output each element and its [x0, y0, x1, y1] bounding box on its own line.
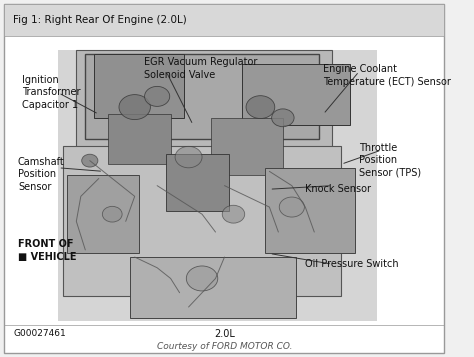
Circle shape: [145, 86, 170, 106]
FancyBboxPatch shape: [76, 50, 332, 182]
Circle shape: [222, 205, 245, 223]
Text: Knock Sensor: Knock Sensor: [305, 184, 371, 194]
Circle shape: [119, 95, 150, 120]
FancyBboxPatch shape: [58, 50, 377, 321]
Text: G00027461: G00027461: [13, 329, 66, 338]
Text: Camshaft
Position
Sensor: Camshaft Position Sensor: [18, 157, 65, 192]
Text: Fig 1: Right Rear Of Engine (2.0L): Fig 1: Right Rear Of Engine (2.0L): [13, 15, 187, 25]
FancyBboxPatch shape: [94, 54, 184, 118]
Text: Throttle
Position
Sensor (TPS): Throttle Position Sensor (TPS): [359, 143, 421, 177]
FancyBboxPatch shape: [4, 4, 445, 36]
FancyBboxPatch shape: [85, 54, 319, 139]
Text: EGR Vacuum Regulator
Solenoid Valve: EGR Vacuum Regulator Solenoid Valve: [144, 57, 257, 80]
Text: 2.0L: 2.0L: [214, 329, 235, 339]
Circle shape: [246, 96, 275, 119]
FancyBboxPatch shape: [4, 4, 445, 353]
FancyBboxPatch shape: [166, 154, 229, 211]
FancyBboxPatch shape: [242, 64, 350, 125]
Text: Ignition
Transformer
Capacitor 1: Ignition Transformer Capacitor 1: [22, 75, 81, 110]
Text: Engine Coolant
Temperature (ECT) Sensor: Engine Coolant Temperature (ECT) Sensor: [323, 64, 451, 87]
Text: Oil Pressure Switch: Oil Pressure Switch: [305, 259, 399, 269]
FancyBboxPatch shape: [211, 118, 283, 175]
Text: Courtesy of FORD MOTOR CO.: Courtesy of FORD MOTOR CO.: [157, 342, 292, 351]
FancyBboxPatch shape: [130, 257, 296, 318]
Circle shape: [279, 197, 304, 217]
Circle shape: [102, 206, 122, 222]
Text: FRONT OF
■ VEHICLE: FRONT OF ■ VEHICLE: [18, 239, 76, 262]
FancyBboxPatch shape: [108, 114, 171, 164]
FancyBboxPatch shape: [63, 146, 341, 296]
Circle shape: [175, 146, 202, 168]
Circle shape: [82, 154, 98, 167]
FancyBboxPatch shape: [67, 175, 139, 253]
Circle shape: [272, 109, 294, 127]
FancyBboxPatch shape: [265, 168, 355, 253]
Circle shape: [186, 266, 218, 291]
